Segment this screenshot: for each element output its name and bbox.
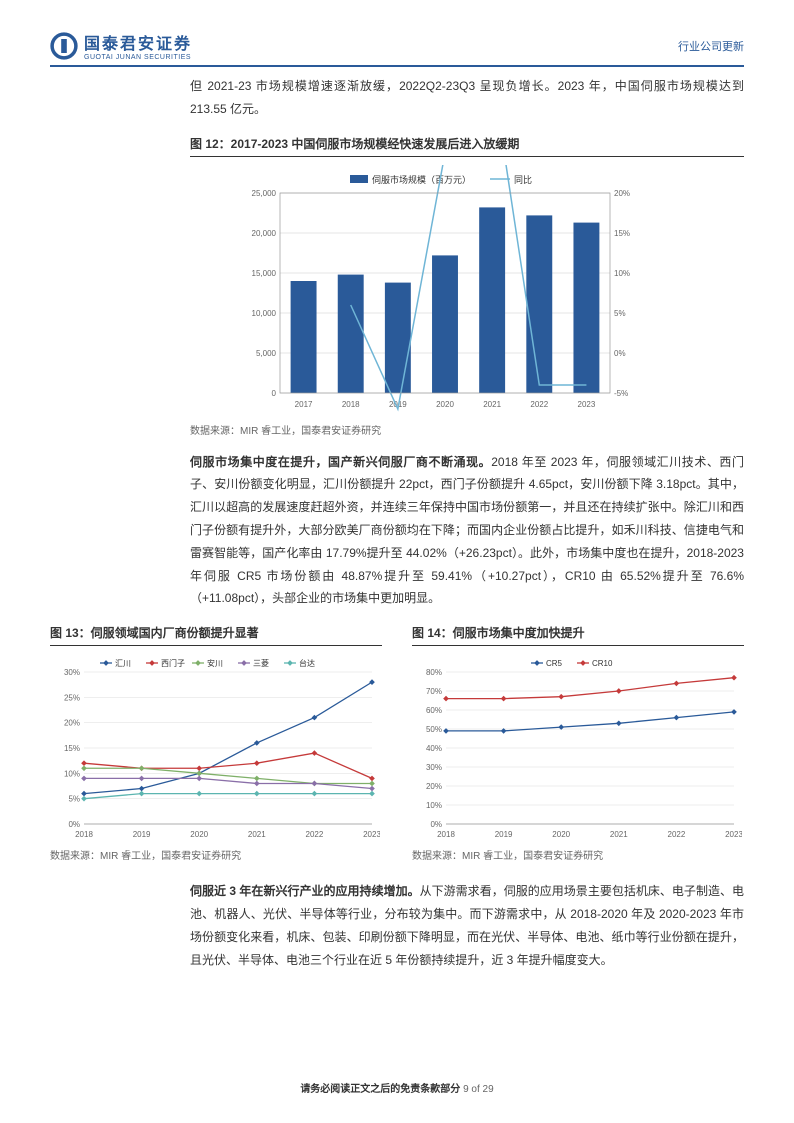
- paragraph-1: 但 2021-23 市场规模增速逐渐放缓，2022Q2-23Q3 呈现负增长。2…: [190, 75, 744, 121]
- svg-text:2019: 2019: [133, 830, 151, 839]
- fig13-chart: 汇川 西门子 安川 三菱 台达 0% 5% 10% 15% 20% 25% 30% 2018 2019 20…: [50, 654, 382, 847]
- svg-text:15%: 15%: [614, 229, 630, 238]
- svg-text:2020: 2020: [190, 830, 208, 839]
- svg-text:70%: 70%: [426, 687, 442, 696]
- fig14-chart: CR5 CR10 0% 10% 20% 30% 40% 50% 60% 70% 80% 2018 201…: [412, 654, 744, 847]
- svg-text:CR5: CR5: [546, 659, 563, 668]
- svg-text:40%: 40%: [426, 744, 442, 753]
- svg-text:15,000: 15,000: [252, 269, 277, 278]
- logo: 国泰君安证券 GUOTAI JUNAN SECURITIES: [50, 30, 192, 61]
- logo-cn: 国泰君安证券: [84, 30, 192, 54]
- svg-text:30%: 30%: [64, 668, 80, 677]
- fig13-title: 图 13：伺服领域国内厂商份额提升显著: [50, 624, 382, 646]
- svg-text:80%: 80%: [426, 668, 442, 677]
- svg-text:2021: 2021: [248, 830, 266, 839]
- svg-text:25,000: 25,000: [252, 189, 277, 198]
- svg-text:2017: 2017: [295, 400, 313, 409]
- svg-text:20%: 20%: [614, 189, 630, 198]
- fig12-chart: 伺服市场规模（百万元） 同比 0 5,000 10,000 15,000 20,000 25,…: [230, 165, 744, 418]
- logo-en: GUOTAI JUNAN SECURITIES: [84, 54, 192, 61]
- svg-text:2022: 2022: [530, 400, 548, 409]
- svg-text:60%: 60%: [426, 706, 442, 715]
- svg-text:2020: 2020: [436, 400, 454, 409]
- svg-text:2023: 2023: [578, 400, 596, 409]
- svg-text:2019: 2019: [495, 830, 513, 839]
- svg-text:20%: 20%: [426, 782, 442, 791]
- svg-text:0%: 0%: [68, 820, 80, 829]
- svg-text:2023: 2023: [363, 830, 380, 839]
- fig12-title: 图 12：2017-2023 中国伺服市场规模经快速发展后进入放缓期: [190, 135, 744, 157]
- svg-text:2022: 2022: [668, 830, 686, 839]
- svg-text:2018: 2018: [437, 830, 455, 839]
- svg-text:0: 0: [272, 389, 277, 398]
- page-footer: 请务必阅读正文之后的免责条款部分 9 of 29: [0, 1080, 794, 1095]
- footer-text: 请务必阅读正文之后的免责条款部分: [300, 1084, 460, 1095]
- para2-lead: 伺服市场集中度在提升，国产新兴伺服厂商不断涌现。: [190, 455, 491, 469]
- para2-body: 2018 年至 2023 年，伺服领域汇川技术、西门子、安川份额变化明显，汇川份…: [190, 455, 744, 606]
- svg-text:同比: 同比: [514, 174, 532, 185]
- svg-text:30%: 30%: [426, 763, 442, 772]
- svg-text:2018: 2018: [75, 830, 93, 839]
- page-header: 国泰君安证券 GUOTAI JUNAN SECURITIES 行业公司更新: [50, 30, 744, 67]
- svg-text:2021: 2021: [610, 830, 628, 839]
- svg-text:10,000: 10,000: [252, 309, 277, 318]
- svg-text:CR10: CR10: [592, 659, 613, 668]
- paragraph-2: 伺服市场集中度在提升，国产新兴伺服厂商不断涌现。2018 年至 2023 年，伺…: [190, 451, 744, 611]
- fig14-title: 图 14：伺服市场集中度加快提升: [412, 624, 744, 646]
- svg-text:2018: 2018: [342, 400, 360, 409]
- svg-text:10%: 10%: [64, 770, 80, 779]
- svg-text:2021: 2021: [483, 400, 501, 409]
- svg-text:2022: 2022: [306, 830, 324, 839]
- svg-text:0%: 0%: [614, 349, 626, 358]
- svg-text:15%: 15%: [64, 744, 80, 753]
- svg-text:伺服市场规模（百万元）: 伺服市场规模（百万元）: [372, 174, 471, 185]
- svg-text:20%: 20%: [64, 719, 80, 728]
- svg-text:20,000: 20,000: [252, 229, 277, 238]
- company-logo-icon: [50, 32, 78, 60]
- svg-text:汇川: 汇川: [115, 659, 131, 668]
- svg-text:5%: 5%: [68, 795, 80, 804]
- svg-text:0%: 0%: [430, 820, 442, 829]
- fig13-source: 数据来源：MIR 睿工业，国泰君安证券研究: [50, 847, 382, 862]
- header-category: 行业公司更新: [678, 38, 744, 54]
- paragraph-3: 伺服近 3 年在新兴行产业的应用持续增加。从下游需求看，伺服的应用场景主要包括机…: [190, 880, 744, 971]
- svg-text:10%: 10%: [614, 269, 630, 278]
- svg-text:5%: 5%: [614, 309, 626, 318]
- para3-lead: 伺服近 3 年在新兴行产业的应用持续增加。: [190, 884, 420, 898]
- svg-text:25%: 25%: [64, 694, 80, 703]
- svg-text:台达: 台达: [299, 658, 315, 668]
- svg-text:西门子: 西门子: [161, 658, 185, 668]
- footer-page: 9 of 29: [463, 1084, 494, 1095]
- fig14-source: 数据来源：MIR 睿工业，国泰君安证券研究: [412, 847, 744, 862]
- svg-text:10%: 10%: [426, 801, 442, 810]
- svg-text:安川: 安川: [207, 658, 223, 668]
- svg-text:2023: 2023: [725, 830, 742, 839]
- svg-text:-5%: -5%: [614, 389, 628, 398]
- svg-text:2020: 2020: [552, 830, 570, 839]
- svg-text:三菱: 三菱: [253, 658, 269, 668]
- fig12-source: 数据来源：MIR 睿工业，国泰君安证券研究: [190, 422, 744, 437]
- svg-text:5,000: 5,000: [256, 349, 277, 358]
- svg-text:50%: 50%: [426, 725, 442, 734]
